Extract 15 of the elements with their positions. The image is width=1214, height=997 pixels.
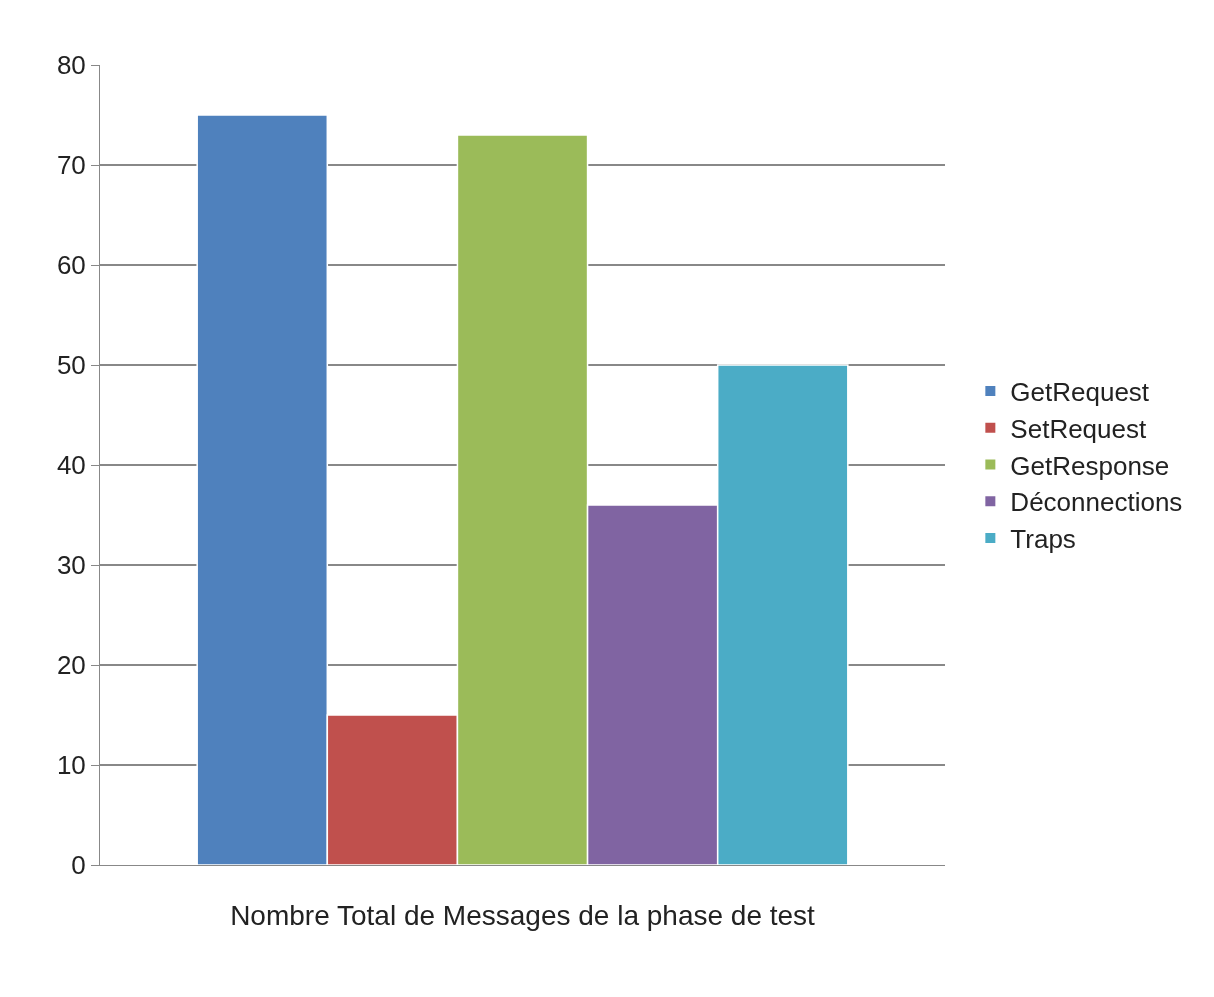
x-tick-label: Nombre Total de Messages de la phase de test xyxy=(230,899,816,931)
y-tick-label: 0 xyxy=(71,850,86,881)
y-tick-label: 20 xyxy=(56,650,86,681)
y-tick-label: 70 xyxy=(56,150,86,181)
legend-label: Traps xyxy=(1010,524,1076,555)
y-tick-label: 30 xyxy=(56,550,86,581)
legend-label: GetResponse xyxy=(1010,450,1170,481)
y-tick-label: 50 xyxy=(56,350,86,381)
legend-label: Déconnections xyxy=(1010,487,1183,518)
legend-label: GetRequest xyxy=(1010,377,1150,408)
y-tick-label: 60 xyxy=(56,250,86,281)
legend-label: SetRequest xyxy=(1010,413,1147,444)
y-tick-label: 80 xyxy=(56,50,86,81)
y-tick-label: 40 xyxy=(56,450,86,481)
y-tick-label: 10 xyxy=(56,750,86,781)
